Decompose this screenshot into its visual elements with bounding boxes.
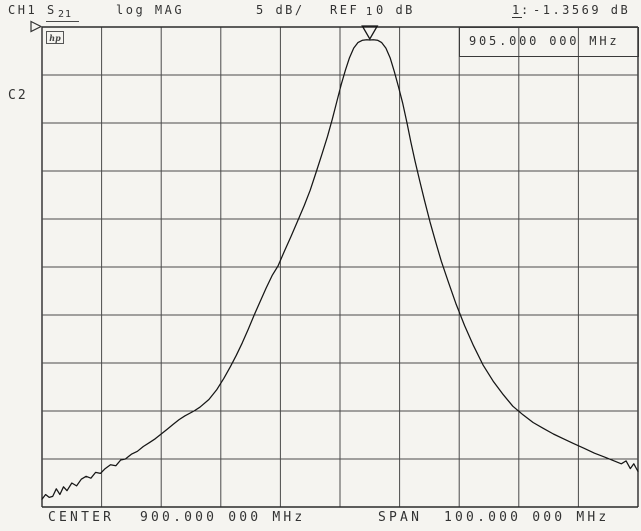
cal-status-label: C2 [8,88,28,103]
center-value: 900.000 000 MHz [140,510,306,525]
s-parameter-label: S [47,3,57,17]
center-label: CENTER [48,510,115,525]
ref-level-pointer-icon [30,20,43,33]
hp-logo-text: hp [49,32,61,43]
s-parameter-subscript: 21 [58,9,73,20]
hp-logo: hp [46,31,64,44]
ref-value: 0 dB [376,3,415,17]
marker-frequency-value: 905.000 000 MHz [469,34,620,48]
ref-label: REF [330,3,360,17]
channel-label: CH1 [8,3,38,17]
span-label: SPAN [378,510,423,525]
marker-1-triangle-icon [361,25,379,41]
marker-readout-id: 1 [512,3,522,18]
span-value: 100.000 000 MHz [444,510,610,525]
marker-frequency-box: 905.000 000 MHz [459,27,639,57]
marker-readout-value: -1.3569 dB [533,3,631,17]
s21-trace [41,39,639,500]
marker-readout-separator: : [521,3,531,17]
scale-per-div-label: 5 dB/ [256,3,305,17]
s-parameter-underline [46,21,79,22]
marker-number-label: 1 [365,5,373,19]
format-label: log MAG [116,3,185,17]
